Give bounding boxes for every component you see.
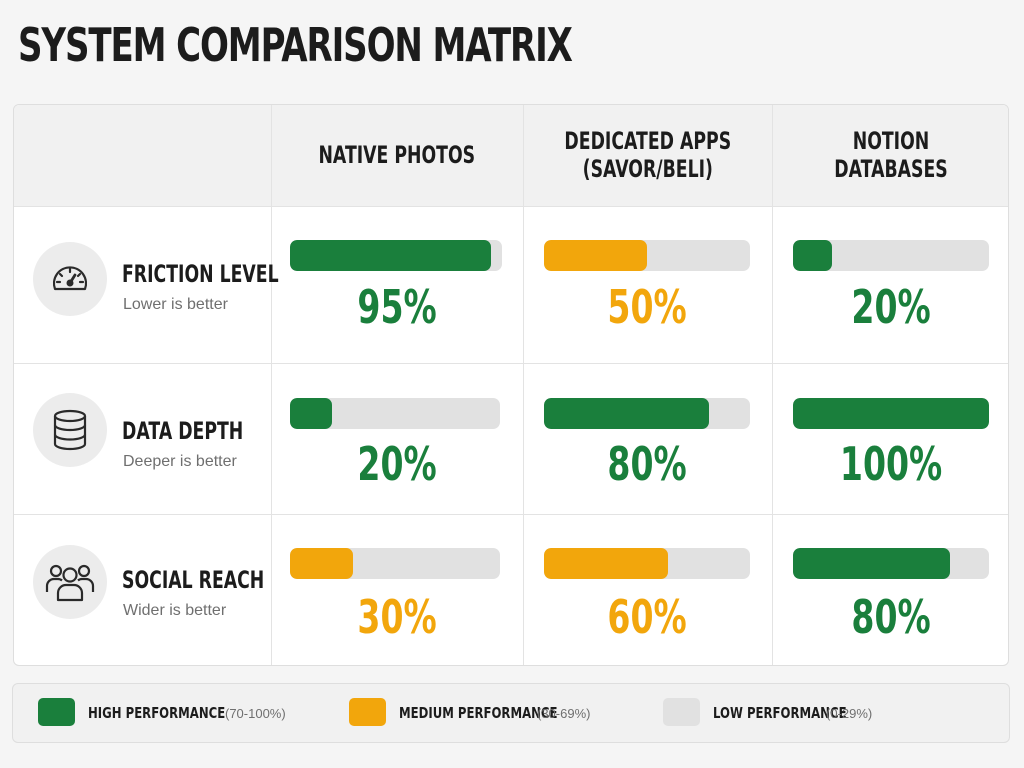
metric-data-depth: DATA DEPTH Deeper is better [14, 363, 271, 514]
metric-note: Wider is better [123, 602, 227, 619]
bar-track [544, 548, 750, 579]
legend-label: LOW PERFORMANCE [713, 704, 847, 722]
bar-fill [793, 398, 989, 429]
cell-value: 20% [851, 280, 931, 334]
row-divider [14, 363, 1008, 364]
bar-fill [544, 240, 647, 271]
metric-name: FRICTION LEVEL [122, 260, 279, 288]
bar-track [793, 240, 989, 271]
bar-track [290, 548, 500, 579]
page-title: SYSTEM COMPARISON MATRIX [18, 18, 573, 72]
legend-swatch [38, 698, 75, 726]
bar-track [793, 548, 989, 579]
column-header-label: DEDICATED APPS (SAVOR/BELI) [564, 126, 731, 183]
column-divider [523, 105, 524, 665]
bar-fill [290, 240, 492, 271]
row-divider [14, 206, 1008, 207]
metric-friction-level: FRICTION LEVEL Lower is better [14, 206, 279, 363]
cell-value: 80% [851, 590, 931, 644]
bar-fill [544, 398, 709, 429]
comparison-matrix: NATIVE PHOTOS DEDICATED APPS (SAVOR/BELI… [13, 104, 1009, 666]
column-divider [772, 105, 773, 665]
header-row [14, 105, 1008, 207]
bar-track [290, 240, 502, 271]
database-icon [33, 393, 107, 467]
legend-range: (30-69%) [537, 706, 591, 721]
cell-depth-dedicated-apps: 80% [523, 363, 772, 514]
bar-fill [290, 398, 332, 429]
cell-value: 100% [839, 437, 943, 491]
cell-value: 60% [607, 590, 688, 644]
column-header-dedicated-apps: DEDICATED APPS (SAVOR/BELI) [523, 105, 772, 206]
bar-fill [793, 240, 833, 271]
cell-depth-notion-databases: 100% [772, 363, 1008, 514]
users-icon [33, 545, 107, 619]
legend-range: (70-100%) [225, 706, 286, 721]
legend-range: (0-29%) [826, 706, 873, 721]
column-header-native-photos: NATIVE PHOTOS [271, 105, 523, 206]
bar-track [544, 240, 750, 271]
bar-track [793, 398, 989, 429]
column-divider [271, 105, 272, 665]
legend-label: HIGH PERFORMANCE [88, 704, 226, 722]
row-divider [14, 514, 1008, 515]
cell-value: 80% [607, 437, 688, 491]
bar-track [544, 398, 750, 429]
legend-swatch [663, 698, 700, 726]
metric-name: DATA DEPTH [122, 417, 244, 445]
cell-value: 30% [357, 590, 437, 644]
cell-reach-native-photos: 30% [271, 514, 523, 665]
bar-fill [793, 548, 950, 579]
bar-track [290, 398, 500, 429]
cell-value: 50% [607, 280, 688, 334]
legend-label: MEDIUM PERFORMANCE [399, 704, 558, 722]
bar-fill [544, 548, 668, 579]
cell-friction-notion-databases: 20% [772, 206, 1008, 363]
column-header-label: NOTION DATABASES [834, 126, 948, 183]
metric-name: SOCIAL REACH [122, 566, 265, 594]
metric-note: Lower is better [123, 296, 228, 313]
legend-swatch [349, 698, 386, 726]
bar-fill [290, 548, 353, 579]
cell-depth-native-photos: 20% [271, 363, 523, 514]
column-header-notion-databases: NOTION DATABASES [772, 105, 1008, 206]
legend: HIGH PERFORMANCE (70-100%) MEDIUM PERFOR… [12, 683, 1010, 743]
metric-note: Deeper is better [123, 453, 237, 470]
cell-value: 20% [357, 437, 437, 491]
cell-friction-dedicated-apps: 50% [523, 206, 772, 363]
cell-reach-notion-databases: 80% [772, 514, 1008, 665]
cell-friction-native-photos: 95% [271, 206, 523, 363]
metric-social-reach: SOCIAL REACH Wider is better [14, 514, 271, 665]
cell-value: 95% [357, 280, 437, 334]
column-header-label: NATIVE PHOTOS [318, 140, 476, 169]
cell-reach-dedicated-apps: 60% [523, 514, 772, 665]
speedometer-icon [33, 242, 107, 316]
